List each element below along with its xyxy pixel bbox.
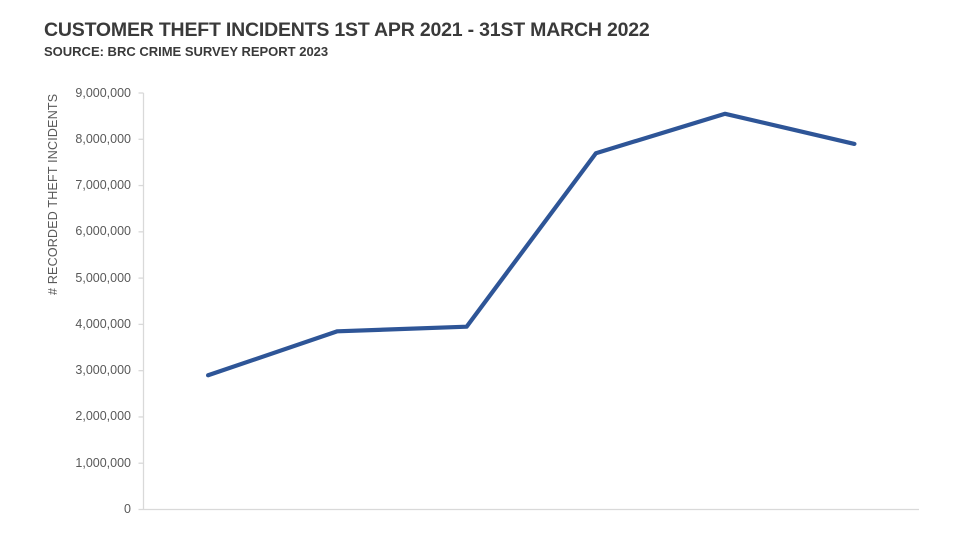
y-axis-tick-label: 4,000,000: [75, 316, 131, 331]
theft-incidents-series-line: [206, 111, 857, 378]
y-axis-tick-label: 8,000,000: [75, 131, 131, 146]
y-axis-tick-label: 3,000,000: [75, 363, 131, 378]
y-axis-tick-label: 6,000,000: [75, 224, 131, 239]
y-axis-tick-label: 0: [124, 502, 131, 516]
y-axis-tick-label: 1,000,000: [75, 455, 131, 470]
y-axis-tick-label: 9,000,000: [75, 85, 131, 100]
chart-title: CUSTOMER THEFT INCIDENTS 1ST APR 2021 - …: [44, 19, 650, 41]
y-axis-tick-label: 5,000,000: [75, 270, 131, 285]
axes: [138, 92, 919, 511]
y-axis-tick-label: 2,000,000: [75, 409, 131, 424]
chart-source-subtitle: SOURCE: BRC CRIME SURVEY REPORT 2023: [44, 44, 329, 59]
y-axis-tick-label: 7,000,000: [75, 178, 131, 193]
